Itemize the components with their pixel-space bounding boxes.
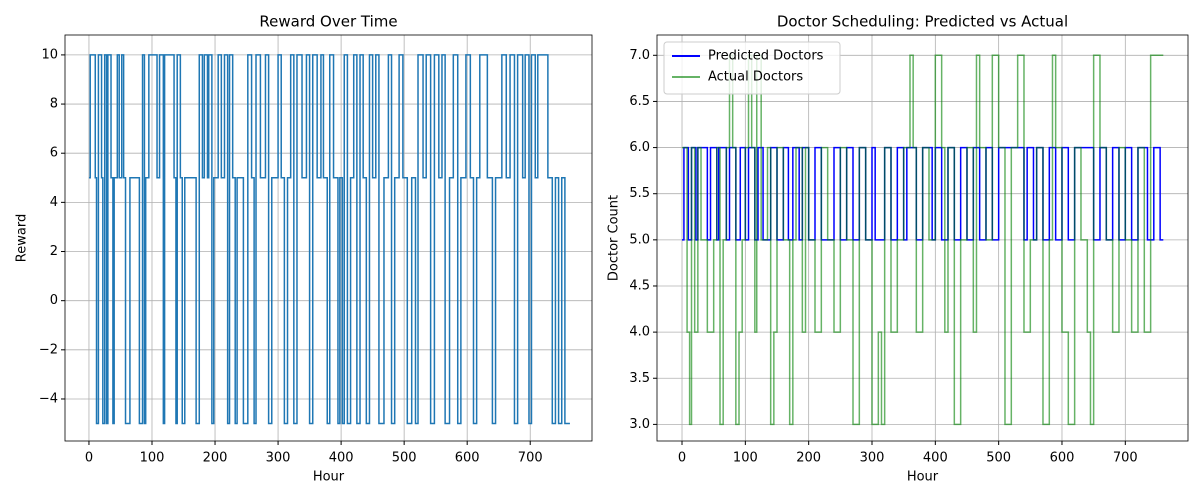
step-line (682, 146, 1164, 241)
y-tick-label: 0 (50, 293, 58, 308)
y-tick-label: 7.0 (629, 48, 650, 63)
x-tick-label: 100 (733, 451, 758, 466)
y-tick-label: 6.5 (629, 94, 650, 109)
x-tick-label: 600 (1050, 451, 1075, 466)
x-tick-label: 0 (678, 451, 686, 466)
y-tick-label: 4.0 (629, 325, 650, 340)
y-tick-label: 5.0 (629, 232, 650, 247)
x-tick-label: 400 (923, 451, 948, 466)
y-tick-label: 8 (50, 97, 58, 112)
step-line (682, 54, 1164, 426)
axes-frame (64, 34, 593, 442)
x-tick-label: 300 (860, 451, 885, 466)
legend-box (663, 41, 841, 95)
x-tick-label: 200 (203, 451, 228, 466)
axes-frame (656, 34, 1189, 442)
x-axis-label: Hour (907, 470, 939, 485)
x-tick-label: 300 (266, 451, 291, 466)
x-axis-label: Hour (313, 470, 345, 485)
x-tick-label: 600 (455, 451, 480, 466)
x-tick-label: 0 (85, 451, 93, 466)
y-tick-label: 4 (50, 195, 58, 210)
subplot: 0 100 200 300 400 500 600 700 3.0 3.5 4.0 4.5 5.0 5.5… (607, 13, 1189, 485)
y-tick-label: 6 (50, 146, 58, 161)
plot-area (88, 54, 570, 425)
x-tick-label: 700 (518, 451, 543, 466)
subplot: 0 100 200 300 400 500 600 700 −4 −2 0 2 4 6 8 10 Reward … (15, 13, 593, 485)
x-tick-label: 500 (986, 451, 1011, 466)
y-tick-label: 5.5 (629, 186, 650, 201)
y-tick-label: 3.0 (629, 417, 650, 432)
y-axis-label: Reward (15, 214, 30, 262)
x-tick-label: 500 (392, 451, 417, 466)
chart-title: Doctor Scheduling: Predicted vs Actual (777, 13, 1068, 31)
x-tick-label: 700 (1113, 451, 1138, 466)
x-tick-label: 400 (329, 451, 354, 466)
y-tick-label: −2 (39, 342, 58, 357)
y-tick-label: 2 (50, 244, 58, 259)
y-axis-label: Doctor Count (607, 195, 622, 281)
y-tick-label: 3.5 (629, 371, 650, 386)
step-line (88, 54, 570, 425)
legend-label: Actual Doctors (708, 70, 803, 85)
y-tick-label: 6.0 (629, 140, 650, 155)
chart-title: Reward Over Time (259, 13, 397, 31)
x-tick-label: 200 (796, 451, 821, 466)
y-tick-label: 10 (41, 47, 58, 62)
x-tick-label: 100 (140, 451, 165, 466)
y-tick-label: 4.5 (629, 278, 650, 293)
legend-label: Predicted Doctors (708, 49, 824, 64)
plot-area (682, 54, 1164, 426)
legend: Predicted Doctors Actual Doctors (663, 41, 841, 95)
y-tick-label: −4 (39, 391, 58, 406)
